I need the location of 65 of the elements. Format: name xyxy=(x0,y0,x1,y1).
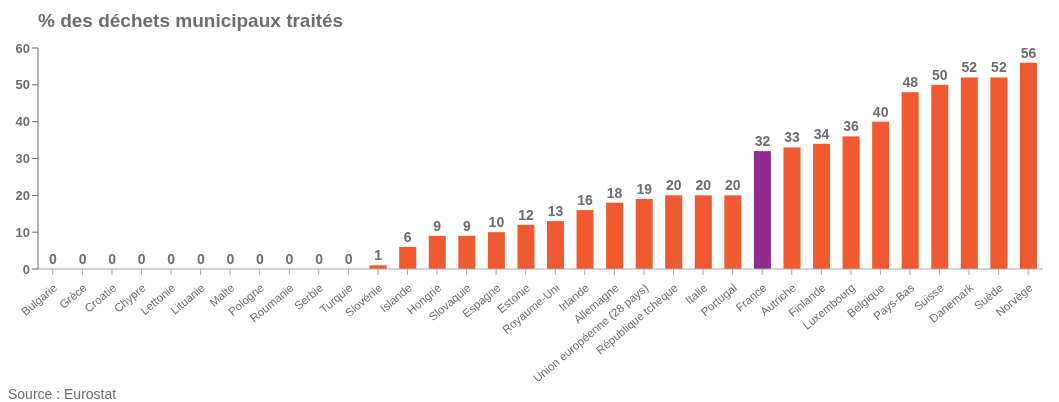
data-label: 36 xyxy=(843,118,860,135)
data-label: 20 xyxy=(695,177,712,194)
data-label: 0 xyxy=(49,251,58,267)
data-label: 10 xyxy=(488,214,505,231)
bar xyxy=(813,143,831,269)
bar xyxy=(724,195,742,269)
data-label: 32 xyxy=(754,133,771,150)
bar xyxy=(753,151,771,269)
y-tick-label: 0 xyxy=(22,261,30,277)
bar xyxy=(576,210,594,269)
y-tick-label: 60 xyxy=(15,40,30,56)
data-label: 0 xyxy=(167,251,176,267)
data-label: 19 xyxy=(636,181,653,198)
data-label: 40 xyxy=(872,103,889,120)
bar xyxy=(399,246,417,269)
data-label: 20 xyxy=(725,177,741,194)
source-note: Source : Eurostat xyxy=(8,386,117,402)
bar xyxy=(842,136,860,269)
data-label: 48 xyxy=(902,74,919,91)
data-label: 0 xyxy=(344,251,353,267)
bar xyxy=(428,235,446,269)
bar xyxy=(1019,62,1037,269)
bar xyxy=(458,235,476,269)
data-label: 50 xyxy=(931,66,948,83)
data-label: 0 xyxy=(315,251,324,267)
data-label: 0 xyxy=(256,251,265,267)
bar xyxy=(783,147,801,269)
bar xyxy=(990,77,1008,269)
data-label: 0 xyxy=(137,251,146,267)
data-label: 9 xyxy=(462,217,471,234)
y-tick-label: 40 xyxy=(15,114,30,130)
bar xyxy=(872,121,890,269)
y-tick-label: 20 xyxy=(15,187,30,203)
bar xyxy=(517,224,535,269)
bar xyxy=(931,84,949,269)
data-label: 12 xyxy=(518,206,534,223)
bar xyxy=(694,195,712,269)
bar xyxy=(547,221,564,269)
data-label: 9 xyxy=(433,217,442,234)
bar xyxy=(606,202,624,269)
y-tick-label: 50 xyxy=(15,77,30,93)
y-tick-label: 10 xyxy=(15,224,30,240)
data-label: 13 xyxy=(547,203,564,220)
data-label: 1 xyxy=(374,247,383,264)
data-label: 52 xyxy=(991,59,1007,76)
data-label: 0 xyxy=(78,251,87,267)
bar xyxy=(901,92,919,269)
data-label: 0 xyxy=(226,251,235,267)
data-label: 52 xyxy=(961,59,978,76)
chart-title: % des déchets municipaux traités xyxy=(38,10,344,32)
data-label: 34 xyxy=(813,125,830,142)
bar xyxy=(487,232,505,269)
y-tick-label: 30 xyxy=(15,151,30,167)
data-label: 33 xyxy=(784,129,800,146)
data-label: 16 xyxy=(577,192,594,209)
bar xyxy=(960,77,978,269)
data-label: 0 xyxy=(285,251,294,267)
data-label: 0 xyxy=(108,251,117,267)
data-label: 0 xyxy=(196,251,205,267)
data-label: 18 xyxy=(606,184,623,201)
data-label: 56 xyxy=(1020,44,1037,61)
data-label: 6 xyxy=(403,228,412,245)
bar xyxy=(635,199,653,269)
bar xyxy=(665,195,683,269)
data-label: 20 xyxy=(665,177,682,194)
